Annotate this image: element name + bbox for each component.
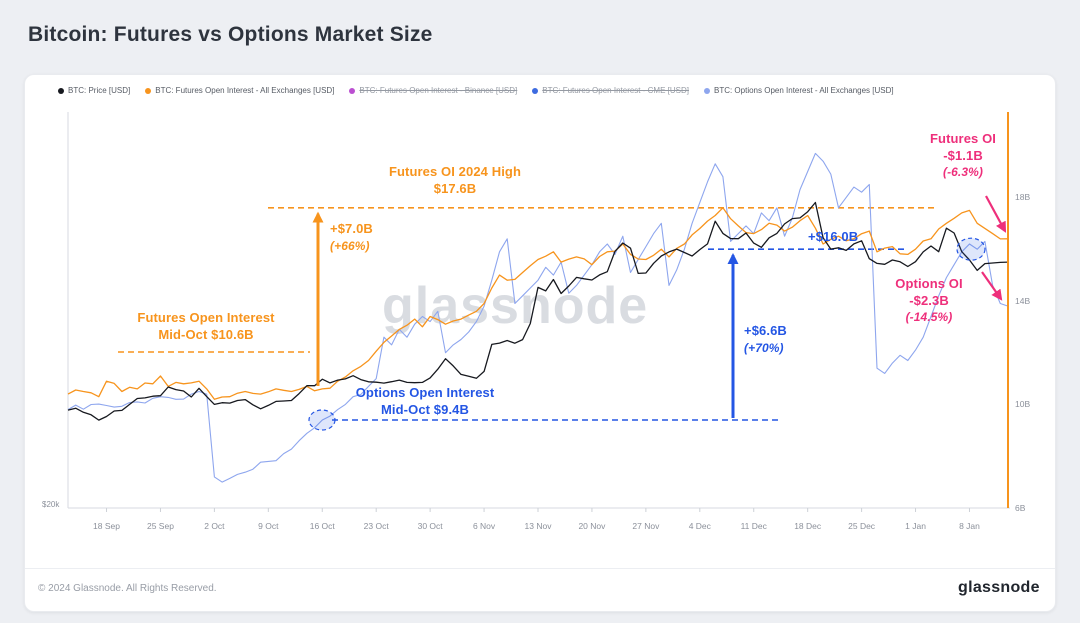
annotation-line: +$6.6B	[744, 323, 787, 338]
annotation-line: Options OI	[895, 276, 963, 291]
legend-label: BTC: Options Open Interest - All Exchang…	[713, 86, 894, 95]
binance-series-dot-icon	[349, 87, 356, 94]
cme-series-dot-icon	[532, 87, 539, 94]
annotation-line: (-6.3%)	[942, 165, 984, 179]
annotation-futures-gain: +$7.0B (+66%)	[330, 221, 410, 254]
annotation-line: Futures OI	[929, 131, 996, 146]
annotation-line: Options Open Interest	[355, 385, 495, 400]
legend-label: BTC: Futures Open Interest - All Exchang…	[155, 86, 335, 95]
annotation-line: -$2.3B	[909, 292, 949, 308]
annotation-line: (-14.5%)	[905, 310, 953, 324]
legend-item-futures-all-exchanges[interactable]: BTC: Futures Open Interest - All Exchang…	[145, 86, 334, 95]
annotation-options-16b-level: +$16.0B	[808, 229, 859, 244]
legend-label: BTC: Price [USD]	[68, 86, 131, 95]
annotation-options-oi-drop: Options OI -$2.3B (-14.5%)	[866, 276, 992, 326]
chart-legend: BTC: Price [USD] BTC: Futures Open Inter…	[58, 86, 894, 95]
annotation-line: Mid-Oct $10.6B	[158, 326, 254, 342]
futures-series-dot-icon	[145, 87, 152, 94]
annotation-options-oi-midoct: Options Open Interest Mid-Oct $9.4B	[322, 385, 528, 418]
legend-item-futures-binance[interactable]: BTC: Futures Open Interest - Binance [US…	[349, 86, 517, 95]
annotation-line: Futures Open Interest	[137, 310, 275, 325]
glassnode-watermark: glassnode	[382, 277, 649, 335]
annotation-line: -$1.1B	[943, 147, 983, 163]
footer-divider	[25, 568, 1055, 569]
chart-card	[24, 74, 1056, 612]
annotation-futures-oi-drop: Futures OI -$1.1B (-6.3%)	[900, 131, 1026, 181]
annotation-line: $17.6B	[433, 180, 477, 196]
annotation-line: (+66%)	[330, 238, 370, 253]
annotation-futures-oi-midoct: Futures Open Interest Mid-Oct $10.6B	[100, 310, 312, 343]
annotation-options-gain: +$6.6B (+70%)	[744, 323, 824, 356]
annotation-futures-oi-2024-high: Futures OI 2024 High $17.6B	[330, 164, 580, 197]
legend-label: BTC: Futures Open Interest - CME [USD]	[542, 86, 689, 95]
price-series-dot-icon	[58, 87, 64, 94]
annotation-line: Futures OI 2024 High	[388, 164, 522, 179]
page-title: Bitcoin: Futures vs Options Market Size	[28, 23, 433, 46]
options-series-dot-icon	[703, 87, 710, 94]
annotation-line: (+70%)	[744, 340, 784, 355]
legend-item-options-all-exchanges[interactable]: BTC: Options Open Interest - All Exchang…	[703, 86, 894, 95]
annotation-line: +$7.0B	[330, 221, 373, 236]
left-axis-label: $20k	[42, 500, 60, 509]
annotation-line: Mid-Oct $9.4B	[381, 401, 469, 417]
footer-copyright: © 2024 Glassnode. All Rights Reserved.	[38, 583, 217, 594]
legend-item-price[interactable]: BTC: Price [USD]	[58, 86, 130, 95]
glassnode-logo: glassnode	[958, 579, 1040, 596]
legend-item-futures-cme[interactable]: BTC: Futures Open Interest - CME [USD]	[532, 86, 689, 95]
legend-label: BTC: Futures Open Interest - Binance [US…	[359, 86, 518, 95]
